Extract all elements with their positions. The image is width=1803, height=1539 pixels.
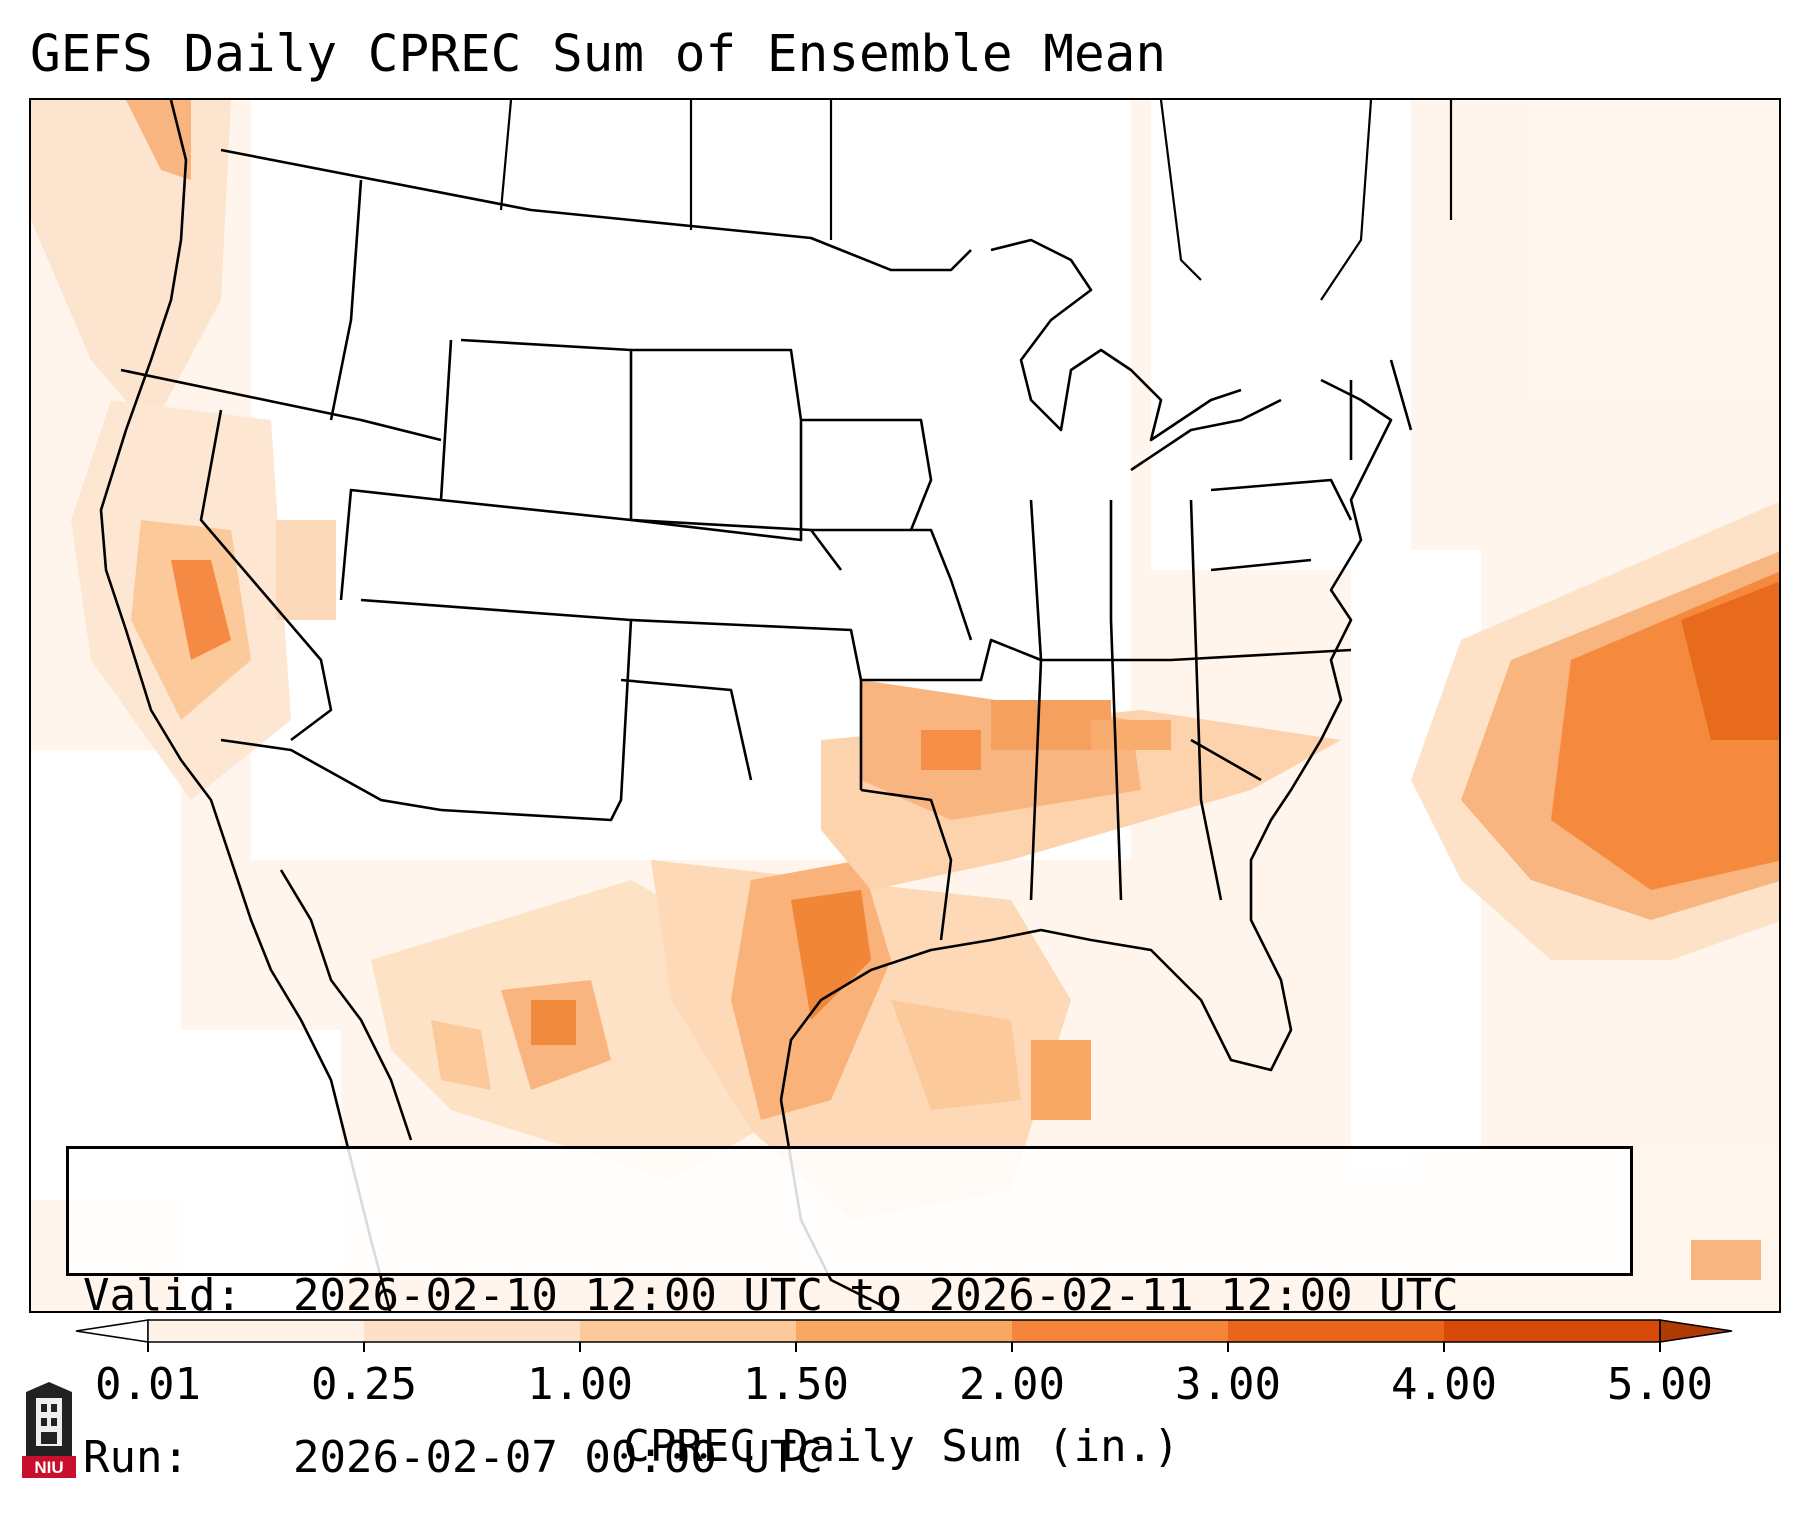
niu-logo: NIU (22, 1382, 76, 1478)
colorbar-under-arrow (75, 1319, 149, 1343)
colorbar-segment (796, 1320, 1012, 1342)
valid-value: 2026-02-10 12:00 UTC to 2026-02-11 12:00… (293, 1270, 1459, 1321)
valid-label: Valid: (83, 1270, 242, 1321)
colorbar-tick-label: 0.01 (95, 1359, 201, 1410)
colorbar-ticks (147, 1342, 1661, 1352)
map-title: GEFS Daily CPREC Sum of Ensemble Mean (30, 25, 1167, 84)
colorbar-segment (580, 1320, 796, 1342)
precip-map (31, 100, 1779, 1311)
colorbar-segment (364, 1320, 580, 1342)
colorbar-over-arrow (1659, 1319, 1733, 1343)
run-value: 2026-02-07 00:00 UTC (293, 1432, 823, 1483)
colorbar-segment (1444, 1320, 1660, 1342)
run-label: Run: (83, 1432, 189, 1483)
precip-field (31, 100, 1779, 1311)
colorbar-tick-label: 3.00 (1175, 1359, 1281, 1410)
colorbar (75, 1319, 1733, 1352)
colorbar-segment (1012, 1320, 1228, 1342)
colorbar-tick-label: 5.00 (1607, 1359, 1713, 1410)
colorbar-outline (147, 1319, 1661, 1343)
info-box: Valid: 2026-02-10 12:00 UTC to 2026-02-1… (66, 1146, 1633, 1483)
map-panel[interactable] (29, 98, 1781, 1313)
svg-text:NIU: NIU (34, 1458, 63, 1477)
colorbar-tick-label: 1.50 (743, 1359, 849, 1410)
colorbar-segment (1228, 1320, 1444, 1342)
colorbar-tick-label: 1.00 (527, 1359, 633, 1410)
map-outlines (99, 100, 1413, 1311)
colorbar-segments (75, 1319, 1733, 1343)
colorbar-tick-label: 0.25 (311, 1359, 417, 1410)
colorbar-tick-label: 2.00 (959, 1359, 1065, 1410)
state-lines (499, 100, 1453, 301)
colorbar-tick-label: 4.00 (1391, 1359, 1497, 1410)
colorbar-label: CPREC Daily Sum (in.) (623, 1421, 1180, 1472)
colorbar-segment (148, 1320, 364, 1342)
